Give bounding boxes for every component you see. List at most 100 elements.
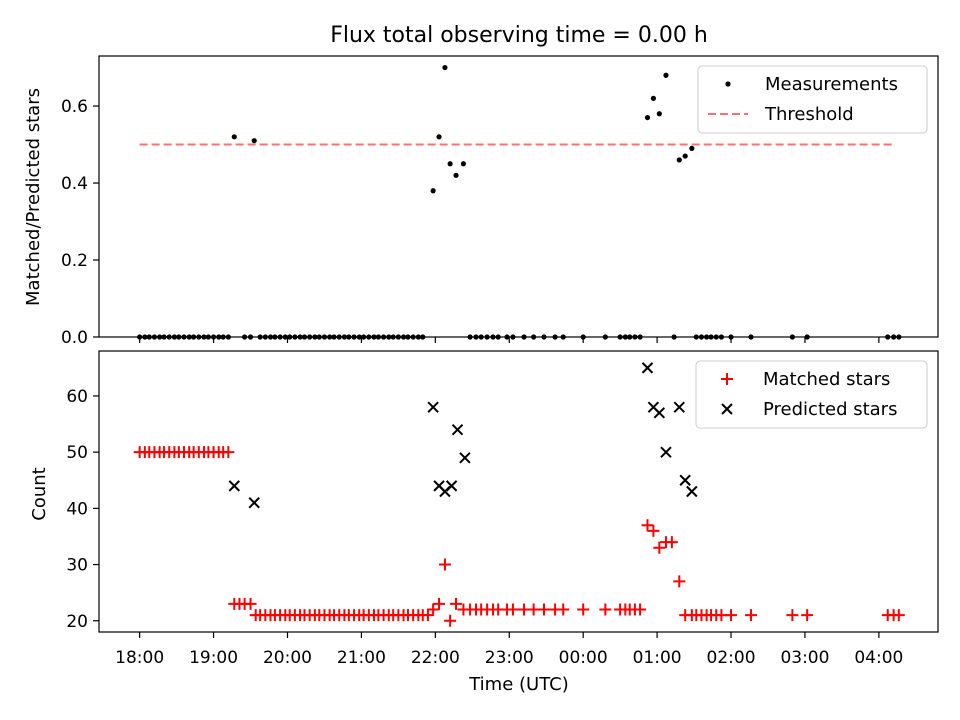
measurements-point (307, 334, 313, 340)
measurements-point (157, 334, 163, 340)
x-tick-label: 03:00 (780, 648, 829, 668)
measurements-point (196, 334, 202, 340)
predicted-stars-point (641, 362, 654, 374)
measurements-point (698, 334, 705, 340)
predicted-stars-point (248, 497, 260, 509)
matched-stars-point (641, 519, 654, 532)
bottom-plot-area (133, 362, 905, 627)
measurements-point (287, 334, 293, 340)
measurements-point (257, 334, 263, 340)
measurements-point (251, 138, 257, 144)
matched-stars-point (725, 609, 738, 622)
bottom-y-tick-label: 60 (66, 387, 88, 407)
top-y-ticks: 0.0 0.2 0.4 0.6 (61, 97, 99, 348)
top-panel: 0.0 0.2 0.4 0.6 Matched/Predicted stars Mea… (23, 55, 939, 348)
measurements-point (617, 334, 623, 340)
measurements-point (262, 334, 268, 340)
bottom-y-axis-label: Count (29, 467, 50, 520)
x-tick-label: 04:00 (854, 648, 903, 668)
measurements-point (137, 334, 143, 340)
measurements-point (341, 334, 348, 340)
measurements-point (312, 334, 318, 340)
x-tick-label: 01:00 (633, 648, 682, 668)
measurements-point (301, 334, 308, 340)
measurements-point (371, 334, 377, 340)
x-tick-label: 02:00 (707, 648, 756, 668)
measurements-point (708, 334, 714, 340)
matched-stars-point (427, 603, 440, 616)
measurements-point (225, 334, 231, 340)
measurements-point (490, 334, 496, 340)
measurements-point (632, 334, 638, 340)
matched-stars-point (433, 597, 446, 610)
measurements-point (247, 334, 254, 340)
measurements-point (205, 334, 212, 340)
measurements-point (356, 334, 362, 340)
top-y-tick-label: 0.2 (61, 251, 88, 271)
bottom-y-tick-label: 50 (66, 443, 88, 463)
matched-stars-point (538, 603, 551, 616)
measurements-point (447, 161, 453, 167)
legend-predicted-marker (721, 403, 733, 415)
measurements-point (693, 334, 699, 340)
predicted-stars-point (686, 485, 698, 498)
measurements-point (473, 334, 479, 340)
measurements-point (510, 334, 516, 340)
matched-stars-point (634, 603, 647, 616)
measurements-point (541, 334, 547, 340)
measurements-point (602, 334, 608, 340)
legend-predicted-label: Predicted stars (763, 399, 897, 420)
measurements-point (676, 157, 682, 163)
predicted-stars-point (451, 423, 464, 436)
measurements-point (453, 172, 459, 178)
measurements-point (622, 334, 628, 340)
matched-stars-point (665, 536, 678, 549)
matched-stars-point (506, 603, 519, 616)
measurements-point (231, 134, 237, 140)
x-tick-label: 22:00 (411, 648, 460, 668)
matched-stars-point (744, 609, 757, 622)
matched-stars-point (653, 541, 666, 554)
measurements-point (430, 188, 436, 194)
measurements-point (442, 64, 448, 71)
measurements-point (216, 334, 222, 340)
top-legend: Measurements Threshold (697, 65, 928, 134)
matched-stars-point (801, 609, 814, 622)
measurements-point (181, 334, 187, 340)
bottom-y-tick-label: 30 (66, 556, 88, 576)
measurements-point (689, 145, 695, 151)
matched-stars-point (244, 597, 257, 610)
legend-threshold-label: Threshold (764, 104, 854, 125)
measurements-point (366, 334, 372, 340)
measurements-point (282, 334, 288, 340)
measurements-point (728, 334, 734, 340)
measurements-point (146, 334, 152, 340)
measurements-point (552, 334, 558, 340)
measurements-point (327, 334, 333, 340)
matched-stars-point (786, 609, 799, 622)
measurements-point (191, 334, 197, 340)
x-tick-label: 19:00 (189, 648, 238, 668)
measurements-point (460, 161, 467, 167)
measurements-point (242, 334, 248, 340)
top-y-tick-label: 0.4 (61, 174, 88, 194)
matched-stars-point (599, 603, 612, 616)
measurements-point (415, 334, 421, 340)
measurements-point (478, 334, 484, 340)
measurements-point (201, 334, 207, 340)
measurements-point (171, 334, 177, 340)
measurements-point (400, 334, 407, 340)
measurements-point (531, 334, 537, 340)
measurements-point (671, 334, 677, 340)
matched-stars-point (222, 446, 235, 459)
measurements-point (410, 334, 416, 340)
legend-measurements-label: Measurements (765, 74, 898, 95)
measurements-point (656, 111, 662, 117)
measurements-point (186, 334, 192, 340)
measurements-point (718, 334, 725, 340)
predicted-stars-point (653, 407, 666, 419)
measurements-point (405, 334, 411, 340)
measurements-point (316, 334, 322, 340)
measurements-point (151, 334, 158, 340)
measurements-point (375, 334, 382, 340)
